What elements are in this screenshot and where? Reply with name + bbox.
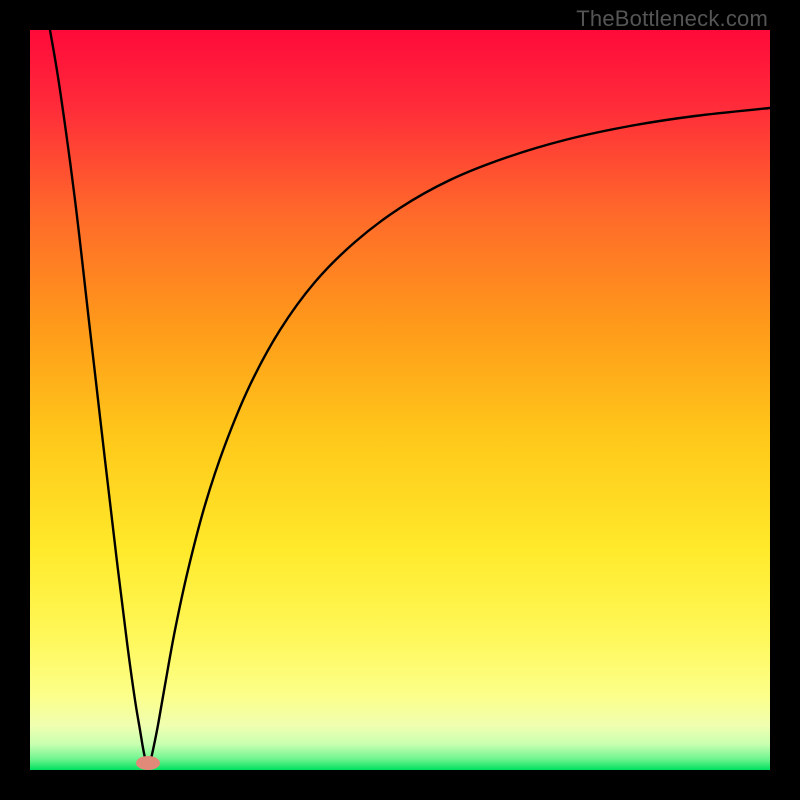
curve-svg: [30, 30, 770, 770]
curve-left-branch: [50, 30, 146, 763]
plot-area: [30, 30, 770, 770]
watermark-text: TheBottleneck.com: [576, 6, 768, 32]
minimum-marker: [136, 756, 160, 770]
curve-right-branch: [150, 108, 770, 763]
